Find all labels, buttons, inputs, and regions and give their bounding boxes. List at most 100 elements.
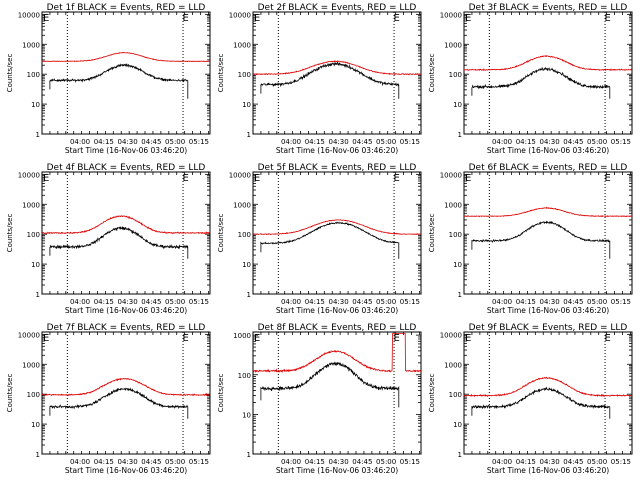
lld-series-line — [252, 219, 422, 236]
y-tick-label: 100 — [238, 372, 251, 380]
x-tick-label: 04:00 — [281, 458, 301, 466]
plot-frame — [41, 171, 211, 295]
lld-series-line — [41, 215, 211, 235]
event-marker: E — [254, 13, 260, 24]
y-axis-label: Counts/sec — [428, 374, 436, 413]
events-series-line — [260, 361, 400, 408]
event-marker: E — [465, 13, 471, 24]
y-tick-label: 1000 — [444, 201, 462, 209]
chart-title: Det 7f BLACK = Events, RED = LLD — [47, 323, 206, 333]
event-marker: E — [254, 173, 260, 184]
event-marker: E — [393, 333, 399, 344]
y-tick-label: 100 — [449, 71, 462, 79]
y-tick-label: 1000 — [22, 201, 40, 209]
chart-det-8: Det 8f BLACK = Events, RED = LLD 1 10 100 10… — [217, 323, 422, 475]
y-tick-label: 100 — [238, 71, 251, 79]
events-series-line — [49, 387, 189, 419]
y-tick-label: 10 — [453, 261, 462, 269]
y-axis-label: Counts/sec — [217, 54, 225, 93]
events-series-line — [49, 225, 189, 259]
chart-title: Det 9f BLACK = Events, RED = LLD — [469, 323, 628, 333]
y-tick-label: 1 — [458, 291, 462, 299]
plot-frame — [41, 331, 211, 455]
x-tick-label: 05:15 — [611, 138, 631, 146]
x-tick-label: 04:45 — [563, 298, 583, 306]
events-series-line — [471, 220, 611, 259]
chart-det-5: Det 5f BLACK = Events, RED = LLD 1 10 100 10… — [217, 163, 422, 315]
y-tick-label: 1 — [36, 451, 40, 459]
x-tick-label: 05:00 — [165, 298, 185, 306]
x-axis-label: Start Time (16-Nov-06 03:46:20) — [487, 306, 609, 315]
y-tick-label: 1 — [247, 131, 251, 139]
x-tick-label: 05:00 — [376, 458, 396, 466]
y-tick-label: 1 — [247, 291, 251, 299]
x-tick-label: 04:30 — [328, 138, 348, 146]
y-axis-label: Counts/sec — [6, 54, 14, 93]
event-marker: E — [182, 333, 188, 344]
lld-series-line — [463, 376, 633, 398]
x-axis-label: Start Time (16-Nov-06 03:46:20) — [65, 306, 187, 315]
x-tick-label: 05:15 — [400, 138, 420, 146]
event-marker: E — [393, 173, 399, 184]
events-series-line — [471, 386, 611, 419]
y-tick-label: 10000 — [440, 331, 462, 339]
x-tick-label: 04:30 — [539, 138, 559, 146]
event-marker: E — [604, 333, 610, 344]
x-tick-label: 04:15 — [94, 298, 114, 306]
x-tick-label: 04:00 — [492, 138, 512, 146]
y-tick-label: 100 — [27, 231, 40, 239]
y-tick-label: 100 — [449, 391, 462, 399]
y-tick-label: 10000 — [440, 11, 462, 19]
events-series-line — [49, 63, 189, 99]
event-marker: E — [465, 173, 471, 184]
chart-title: Det 3f BLACK = Events, RED = LLD — [469, 3, 628, 13]
x-axis-label: Start Time (16-Nov-06 03:46:20) — [487, 146, 609, 155]
chart-det-3: Det 3f BLACK = Events, RED = LLD 1 10 100 10… — [428, 3, 633, 155]
y-axis-label: Counts/sec — [6, 214, 14, 253]
x-tick-label: 04:30 — [539, 458, 559, 466]
x-tick-label: 04:00 — [70, 298, 90, 306]
y-tick-label: 10 — [31, 261, 40, 269]
plot-frame — [463, 331, 633, 455]
x-tick-label: 05:00 — [165, 138, 185, 146]
y-tick-label: 100 — [27, 391, 40, 399]
events-series-line — [471, 66, 611, 99]
x-tick-label: 04:45 — [352, 298, 372, 306]
y-tick-label: 10000 — [18, 331, 40, 339]
y-tick-label: 10 — [31, 421, 40, 429]
y-tick-label: 1 — [458, 451, 462, 459]
x-tick-label: 04:45 — [563, 138, 583, 146]
x-tick-label: 04:15 — [94, 458, 114, 466]
plot-frame — [463, 11, 633, 135]
y-tick-label: 10 — [31, 101, 40, 109]
event-marker: E — [465, 333, 471, 344]
y-tick-label: 1 — [458, 131, 462, 139]
chart-title: Det 2f BLACK = Events, RED = LLD — [258, 3, 417, 13]
x-axis-label: Start Time (16-Nov-06 03:46:20) — [487, 466, 609, 475]
x-tick-label: 05:15 — [189, 138, 209, 146]
x-tick-label: 04:15 — [516, 138, 536, 146]
x-tick-label: 05:15 — [611, 298, 631, 306]
chart-det-1: Det 1f BLACK = Events, RED = LLD 1 10 100 10… — [6, 3, 211, 155]
event-marker: E — [604, 173, 610, 184]
y-tick-label: 10000 — [440, 171, 462, 179]
y-tick-label: 1000 — [22, 361, 40, 369]
x-tick-label: 05:00 — [165, 458, 185, 466]
y-axis-label: Counts/sec — [217, 374, 225, 413]
x-tick-label: 04:00 — [70, 458, 90, 466]
x-tick-label: 04:15 — [305, 298, 325, 306]
event-marker: E — [393, 13, 399, 24]
x-axis-label: Start Time (16-Nov-06 03:46:20) — [65, 466, 187, 475]
y-tick-label: 1000 — [233, 332, 251, 340]
plot-frame — [252, 171, 422, 295]
lld-series-line — [41, 377, 210, 397]
lld-series-line — [252, 333, 422, 374]
y-axis-label: Counts/sec — [217, 214, 225, 253]
x-tick-label: 04:45 — [141, 458, 161, 466]
x-tick-label: 04:45 — [141, 138, 161, 146]
plot-frame — [463, 171, 633, 295]
y-tick-label: 1 — [247, 451, 251, 459]
lld-series-line — [463, 55, 632, 72]
chart-title: Det 1f BLACK = Events, RED = LLD — [47, 3, 206, 13]
event-marker: E — [43, 333, 49, 344]
